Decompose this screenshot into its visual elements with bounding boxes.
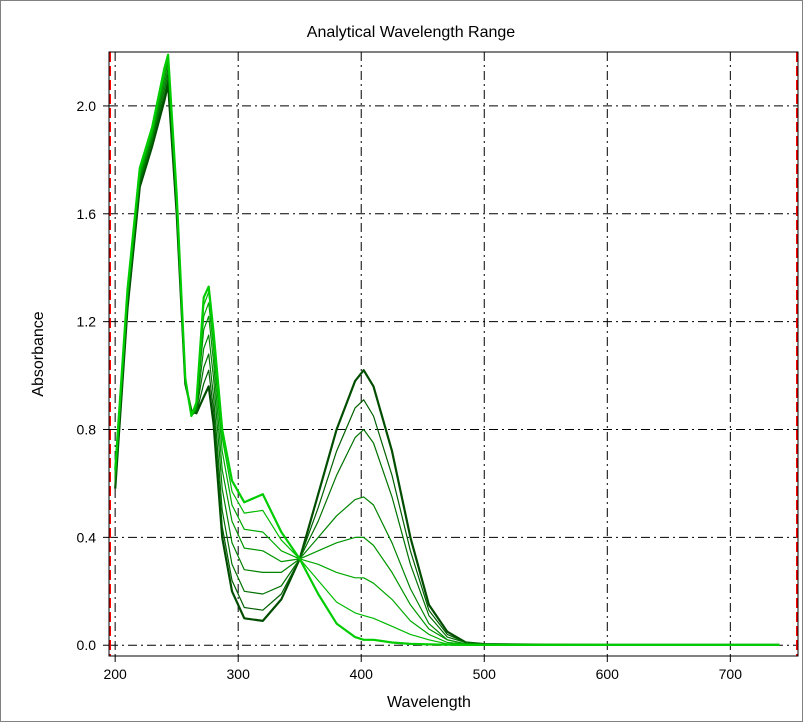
y-tick-label: 0.8: [77, 422, 97, 438]
x-tick-label: 600: [596, 666, 620, 682]
x-axis-label: Wavelength: [387, 694, 471, 711]
y-tick-label: 1.2: [77, 314, 97, 330]
y-axis-label: Absorbance: [30, 311, 47, 396]
x-tick-label: 500: [473, 666, 497, 682]
axis-ticks: 200 300 400 500 600 700 0.0 0.4 0.8 1.2 1.6 2.0: [77, 98, 743, 682]
x-tick-label: 300: [227, 666, 251, 682]
x-tick-label: 700: [719, 666, 743, 682]
series-lines: [114, 53, 780, 647]
grid: [109, 52, 798, 656]
x-tick-label: 200: [103, 666, 127, 682]
y-tick-label: 2.0: [77, 98, 97, 114]
chart-title: Analytical Wavelength Range: [307, 24, 516, 41]
y-tick-label: 0.0: [77, 637, 97, 653]
range-markers: [109, 52, 798, 656]
x-tick-label: 400: [350, 666, 374, 682]
plot-border: [108, 51, 799, 657]
y-tick-label: 0.4: [77, 529, 97, 545]
series-line: [114, 53, 780, 647]
y-tick-label: 1.6: [77, 206, 97, 222]
